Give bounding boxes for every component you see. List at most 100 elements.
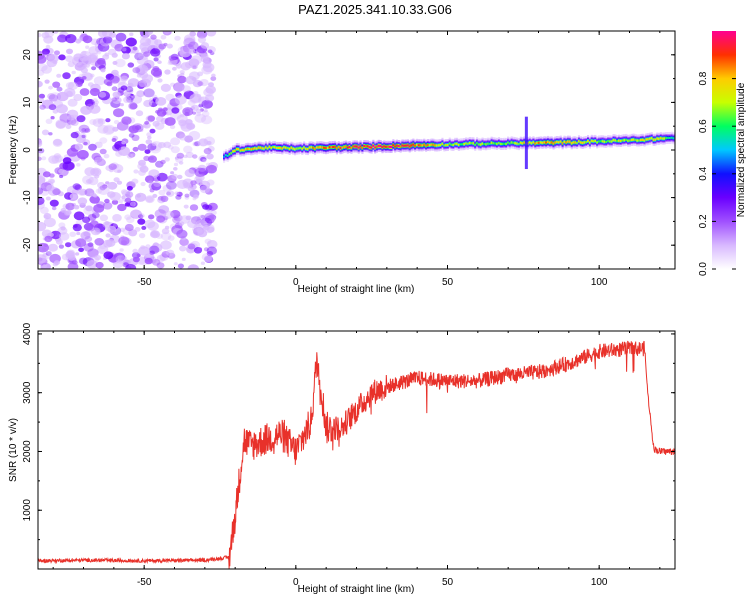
noise-blob [105,118,111,123]
noise-blob [152,66,160,72]
noise-blob [100,68,106,73]
ridge-segment [452,143,455,146]
noise-blob [192,154,198,159]
noise-blob [102,125,115,136]
noise-blob [110,75,120,84]
ridge-segment [632,138,635,141]
ridge-segment [505,142,508,145]
noise-blob [121,195,126,200]
noise-blob [199,185,211,194]
noise-blob [99,214,109,222]
ridge-segment [554,141,557,144]
noise-blob [49,92,62,102]
ridge-segment [459,143,462,146]
noise-blob [79,88,90,96]
noise-blob [173,82,185,92]
ridge-segment [450,143,453,146]
noise-blob [128,102,138,110]
ridge-segment [252,147,255,150]
noise-blob [162,184,172,192]
noise-blob [168,55,176,61]
noise-blob [115,255,127,264]
noise-blob [127,62,135,68]
noise-blob [53,260,60,266]
noise-blob [129,89,134,93]
noise-blob [93,204,105,213]
noise-blob [55,120,66,129]
ridge-segment [370,146,373,149]
ridge-segment [594,139,597,142]
ridge-segment [275,146,278,149]
noise-blob [77,190,85,196]
noise-blob [124,214,132,220]
noise-blob [48,104,57,111]
ridge-segment [397,144,400,148]
x-tick-label: 100 [591,577,608,588]
noise-blob [200,261,205,265]
noise-blob [149,250,155,255]
ridge-segment [607,140,610,143]
noise-blob [58,244,64,249]
spectrogram-x-label: Height of straight line (km) [298,284,415,295]
noise-blob [141,74,153,83]
ridge-segment [226,154,229,157]
noise-blob [138,246,150,256]
ridge-segment [479,143,482,146]
noise-blob [121,47,127,52]
noise-blob [72,56,84,66]
noise-blob [115,93,120,97]
noise-blob [70,131,79,139]
noise-blob [201,115,213,125]
ridge-segment [423,143,426,146]
ridge-segment [395,144,398,147]
noise-blob [104,52,110,57]
ridge-segment [255,147,258,150]
noise-blob [48,155,59,164]
ridge-segment [638,139,641,142]
ridge-segment [392,144,395,147]
noise-blob [112,91,121,98]
y-tick-label: 0 [22,147,33,153]
noise-blob [116,180,123,185]
noise-blob [94,229,100,234]
ridge-segment [436,144,439,147]
ridge-segment [303,146,306,149]
ridge-spike [524,116,528,170]
ridge-segment [488,142,491,145]
noise-blob [48,94,59,102]
noise-blob [176,179,189,189]
ridge-segment [417,144,420,147]
noise-blob [72,224,78,228]
ridge-segment [434,144,437,147]
noise-blob [187,243,196,250]
ridge-segment [259,146,262,149]
noise-blob [143,99,153,108]
ridge-segment [643,139,646,142]
ridge-segment [286,147,289,150]
noise-blob [121,116,132,125]
noise-blob [174,191,179,195]
noise-blob [97,31,108,38]
noise-blob [39,104,46,110]
noise-blob [205,204,213,211]
noise-blob [144,175,155,183]
noise-blob [73,204,80,210]
noise-blob [176,152,185,159]
noise-blob [153,57,159,62]
noise-blob [177,75,187,84]
noise-blob [105,233,111,238]
noise-blob [89,52,99,60]
ridge-segment [663,137,666,140]
noise-blob [170,146,180,154]
noise-blob [153,181,161,187]
ridge-segment [372,144,375,147]
ridge-segment [492,142,495,145]
ridge-segment [541,141,544,144]
noise-blob [114,252,119,256]
noise-blob [85,205,93,212]
y-tick-label: 3000 [22,381,33,404]
ridge-segment [310,146,313,149]
noise-blob [206,240,218,249]
noise-blob [137,218,146,225]
ridge-segment [250,148,253,151]
